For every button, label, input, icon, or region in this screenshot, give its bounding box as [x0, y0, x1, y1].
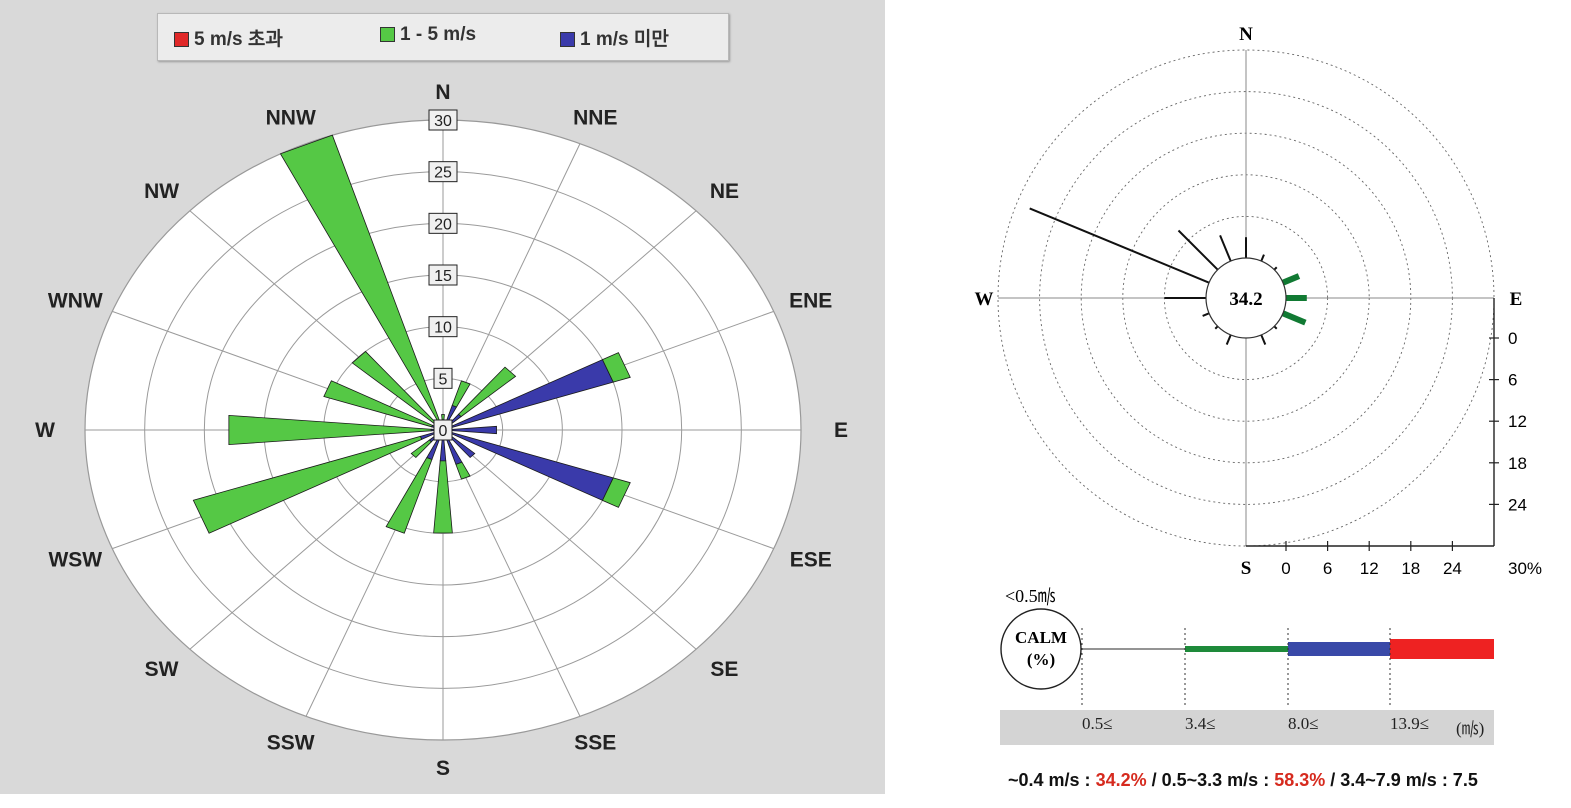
footer-value-1: 34.2%	[1095, 770, 1147, 790]
direction-label-ene: ENE	[789, 290, 832, 313]
radial-tick-label: 0	[439, 423, 448, 440]
left-wind-rose-panel: 0 5 10 15 20 25 30 N NNE NE ENE E ESE SE SSE S SSW SW WSW W…	[0, 0, 885, 794]
footer-text-1: ~0.4 m/s :	[1008, 770, 1096, 790]
direction-label-ssw: SSW	[267, 731, 315, 754]
radial-tick-label: 25	[434, 165, 452, 182]
wedge-nne	[451, 380, 471, 408]
calm-threshold-label: <0.5㎧	[1005, 586, 1056, 606]
speed-tick-0: 0.5≤	[1082, 714, 1113, 733]
footer-value-2: 58.3%	[1274, 770, 1326, 790]
direction-label-n: N	[435, 81, 450, 104]
legend-item-1to5: 1 - 5 m/s	[380, 24, 476, 46]
wedge-ne	[457, 366, 517, 418]
grid-spoke	[189, 429, 444, 650]
direction-label-wsw: WSW	[48, 548, 102, 571]
wedge-sw	[410, 439, 432, 459]
wedge-sse	[455, 461, 471, 480]
radial-tick-box	[428, 264, 458, 286]
legend-label-under1: 1 m/s 미만	[580, 29, 669, 50]
speed-tick-2: 8.0≤	[1288, 714, 1319, 733]
direction-label-s: S	[436, 757, 450, 780]
speed-tick-3: 13.9≤	[1390, 714, 1430, 733]
speed-unit: (㎧)	[1456, 719, 1485, 738]
legend-label-over5: 5 m/s 초과	[194, 29, 283, 50]
radial-tick-box	[428, 161, 458, 183]
radial-tick-box	[428, 212, 458, 234]
footer-text-2: / 0.5~3.3 m/s :	[1146, 770, 1275, 790]
legend-swatch-green	[380, 27, 395, 43]
radial-tick-box	[433, 419, 453, 441]
direction-label-se: SE	[710, 658, 738, 681]
wedge-ssw	[385, 457, 433, 534]
wedge-ene	[601, 352, 631, 383]
direction-label-e: E	[834, 419, 848, 442]
direction-label-nw: NW	[144, 180, 179, 203]
wedge-e	[442, 425, 497, 435]
radial-tick-label: 20	[434, 216, 452, 233]
direction-label-ese: ESE	[790, 548, 832, 571]
footer-text-3: / 3.4~7.9 m/s : 7.5	[1325, 770, 1478, 790]
radial-tick-box	[428, 109, 458, 131]
direction-label-w: W	[35, 419, 55, 442]
wedge-wsw	[192, 435, 423, 534]
wedge-w	[228, 414, 432, 446]
legend: 5 m/s 초과 1 - 5 m/s 1 m/s 미만	[157, 13, 729, 61]
speed-scale-bar	[1000, 710, 1494, 745]
legend-item-under1: 1 m/s 미만	[560, 24, 669, 51]
wedge-n	[441, 414, 445, 421]
radial-tick-label: 5	[439, 371, 448, 388]
wedge-s	[433, 460, 453, 534]
right-wind-rose-panel	[885, 0, 1571, 808]
wedge-wnw	[323, 380, 433, 428]
grid-spoke	[442, 429, 697, 650]
legend-swatch-blue	[560, 32, 575, 48]
direction-label-ne: NE	[710, 180, 739, 203]
footer-summary: ~0.4 m/s : 34.2% / 0.5~3.3 m/s : 58.3% /…	[1008, 770, 1478, 791]
radial-tick-box	[428, 316, 458, 338]
legend-label-1to5: 1 - 5 m/s	[400, 24, 477, 45]
legend-swatch-red	[174, 32, 189, 48]
radial-tick-label: 30	[434, 113, 452, 130]
left-wind-rose-chart: 0 5 10 15 20 25 30 N NNE NE ENE E ESE SE SSE S SSW SW WSW W…	[35, 81, 848, 780]
direction-label-nnw: NNW	[266, 107, 316, 130]
radial-tick-box	[433, 367, 453, 389]
direction-label-nne: NNE	[573, 107, 617, 130]
direction-label-sw: SW	[145, 658, 179, 681]
direction-label-sse: SSE	[574, 731, 616, 754]
radial-tick-label: 10	[434, 320, 452, 337]
legend-item-over5: 5 m/s 초과	[174, 24, 283, 51]
speed-tick-1: 3.4≤	[1185, 714, 1216, 733]
wedge-ese	[601, 477, 631, 508]
direction-label-wnw: WNW	[48, 290, 103, 313]
radial-tick-label: 15	[434, 268, 452, 285]
